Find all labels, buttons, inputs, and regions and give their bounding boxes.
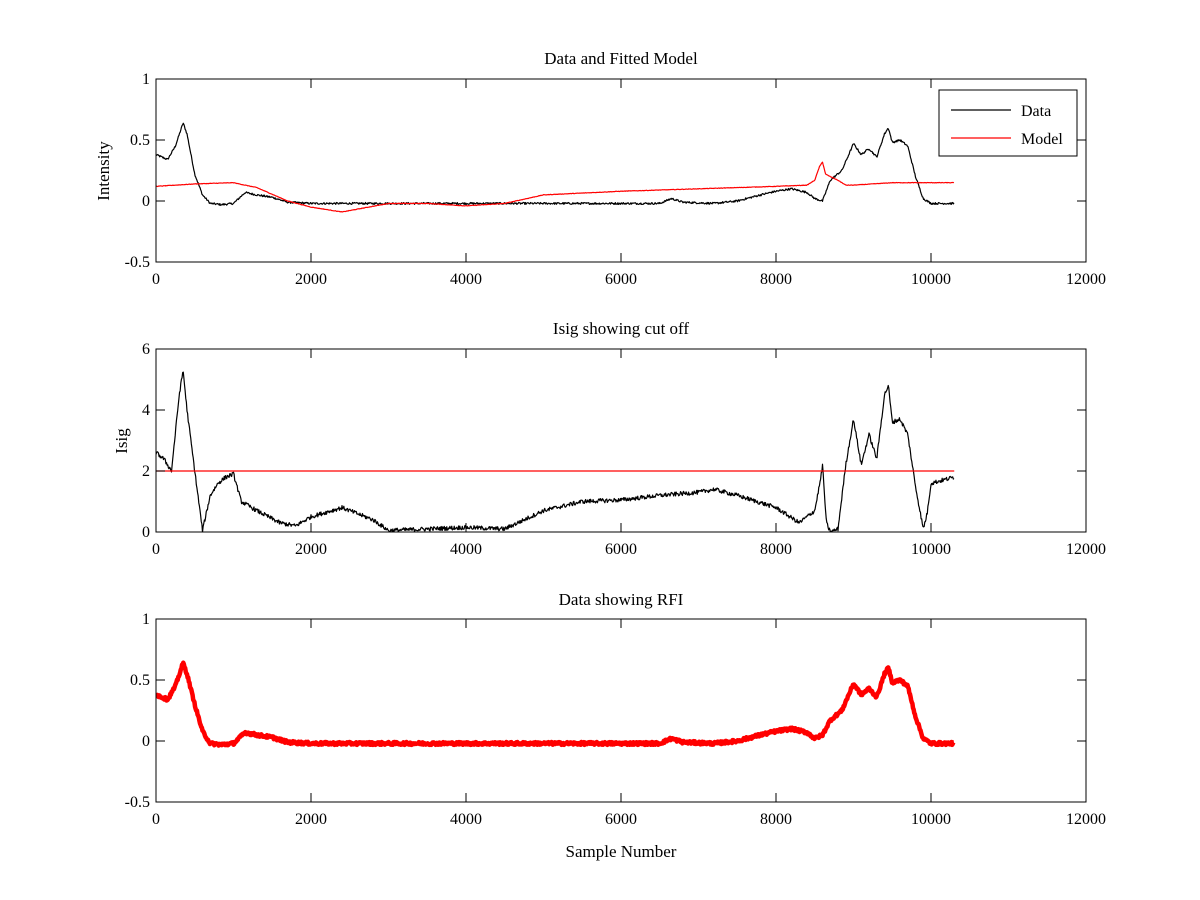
chart-title: Isig showing cut off — [553, 319, 689, 338]
series-group — [156, 371, 955, 532]
y-axis-title: Isig — [112, 428, 131, 454]
series-group — [156, 122, 955, 213]
x-tick-label: 0 — [152, 811, 160, 828]
x-tick-label: 10000 — [911, 271, 951, 288]
y-tick-label: 0.5 — [130, 132, 150, 149]
x-tick-label: 8000 — [760, 271, 792, 288]
y-tick-label: -0.5 — [125, 254, 150, 271]
legend-label: Model — [1021, 131, 1063, 148]
series-group — [156, 660, 956, 748]
x-tick-label: 8000 — [760, 811, 792, 828]
x-tick-label: 4000 — [450, 541, 482, 558]
x-tick-label: 10000 — [911, 541, 951, 558]
series-line-model — [156, 161, 955, 213]
y-tick-label: 0 — [142, 733, 150, 750]
x-tick-label: 2000 — [295, 811, 327, 828]
x-tick-label: 8000 — [760, 541, 792, 558]
y-tick-label: 2 — [142, 463, 150, 480]
x-tick-label: 6000 — [605, 271, 637, 288]
x-tick-label: 0 — [152, 541, 160, 558]
x-tick-label: 4000 — [450, 811, 482, 828]
legend-box — [938, 89, 1078, 157]
legend: Data Model — [938, 89, 1078, 157]
x-tick-label: 12000 — [1066, 271, 1106, 288]
x-tick-label: 4000 — [450, 271, 482, 288]
y-tick-label: 1 — [142, 611, 150, 628]
y-tick-label: 1 — [142, 71, 150, 88]
y-tick-label: -0.5 — [125, 794, 150, 811]
x-tick-label: 2000 — [295, 271, 327, 288]
legend-label: Data — [1021, 103, 1051, 120]
panel-isig: Isig showing cut off Isig 0 2000 4000 6000 8… — [112, 319, 1106, 558]
y-tick-label: 0 — [142, 193, 150, 210]
series-line-rfi — [156, 660, 956, 748]
series-line-isig — [156, 371, 955, 532]
x-tick-label: 12000 — [1066, 811, 1106, 828]
x-tick-label: 2000 — [295, 541, 327, 558]
x-tick-label: 10000 — [911, 811, 951, 828]
chart-title: Data showing RFI — [559, 590, 684, 609]
y-tick-label: 4 — [142, 402, 150, 419]
x-tick-label: 0 — [152, 271, 160, 288]
x-tick-label: 6000 — [605, 811, 637, 828]
y-tick-label: 6 — [142, 341, 150, 358]
y-tick-label: 0 — [142, 524, 150, 541]
panel-data-and-model: Data and Fitted Model Intensity 0 2000 400… — [94, 49, 1106, 288]
panel-rfi: Data showing RFI Sample Number 0 2000 4000… — [125, 590, 1106, 861]
chart-title: Data and Fitted Model — [544, 49, 698, 68]
y-tick-label: 0.5 — [130, 672, 150, 689]
x-axis-title: Sample Number — [566, 842, 677, 861]
y-axis-title: Intensity — [94, 141, 113, 201]
x-tick-label: 12000 — [1066, 541, 1106, 558]
x-tick-label: 6000 — [605, 541, 637, 558]
